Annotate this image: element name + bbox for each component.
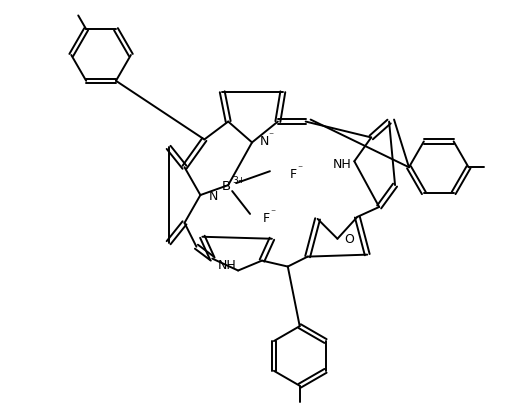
Text: NH: NH [333,158,351,171]
Text: N: N [260,134,269,147]
Text: ⁻: ⁻ [268,131,273,141]
Text: F: F [263,212,270,225]
Text: 3+: 3+ [232,175,246,184]
Text: F: F [290,167,297,180]
Text: NH: NH [217,258,236,271]
Text: ⁻: ⁻ [297,164,302,174]
Text: ⁻: ⁻ [270,207,276,217]
Text: B: B [221,179,231,192]
Text: O: O [345,232,354,246]
Text: N: N [209,189,218,202]
